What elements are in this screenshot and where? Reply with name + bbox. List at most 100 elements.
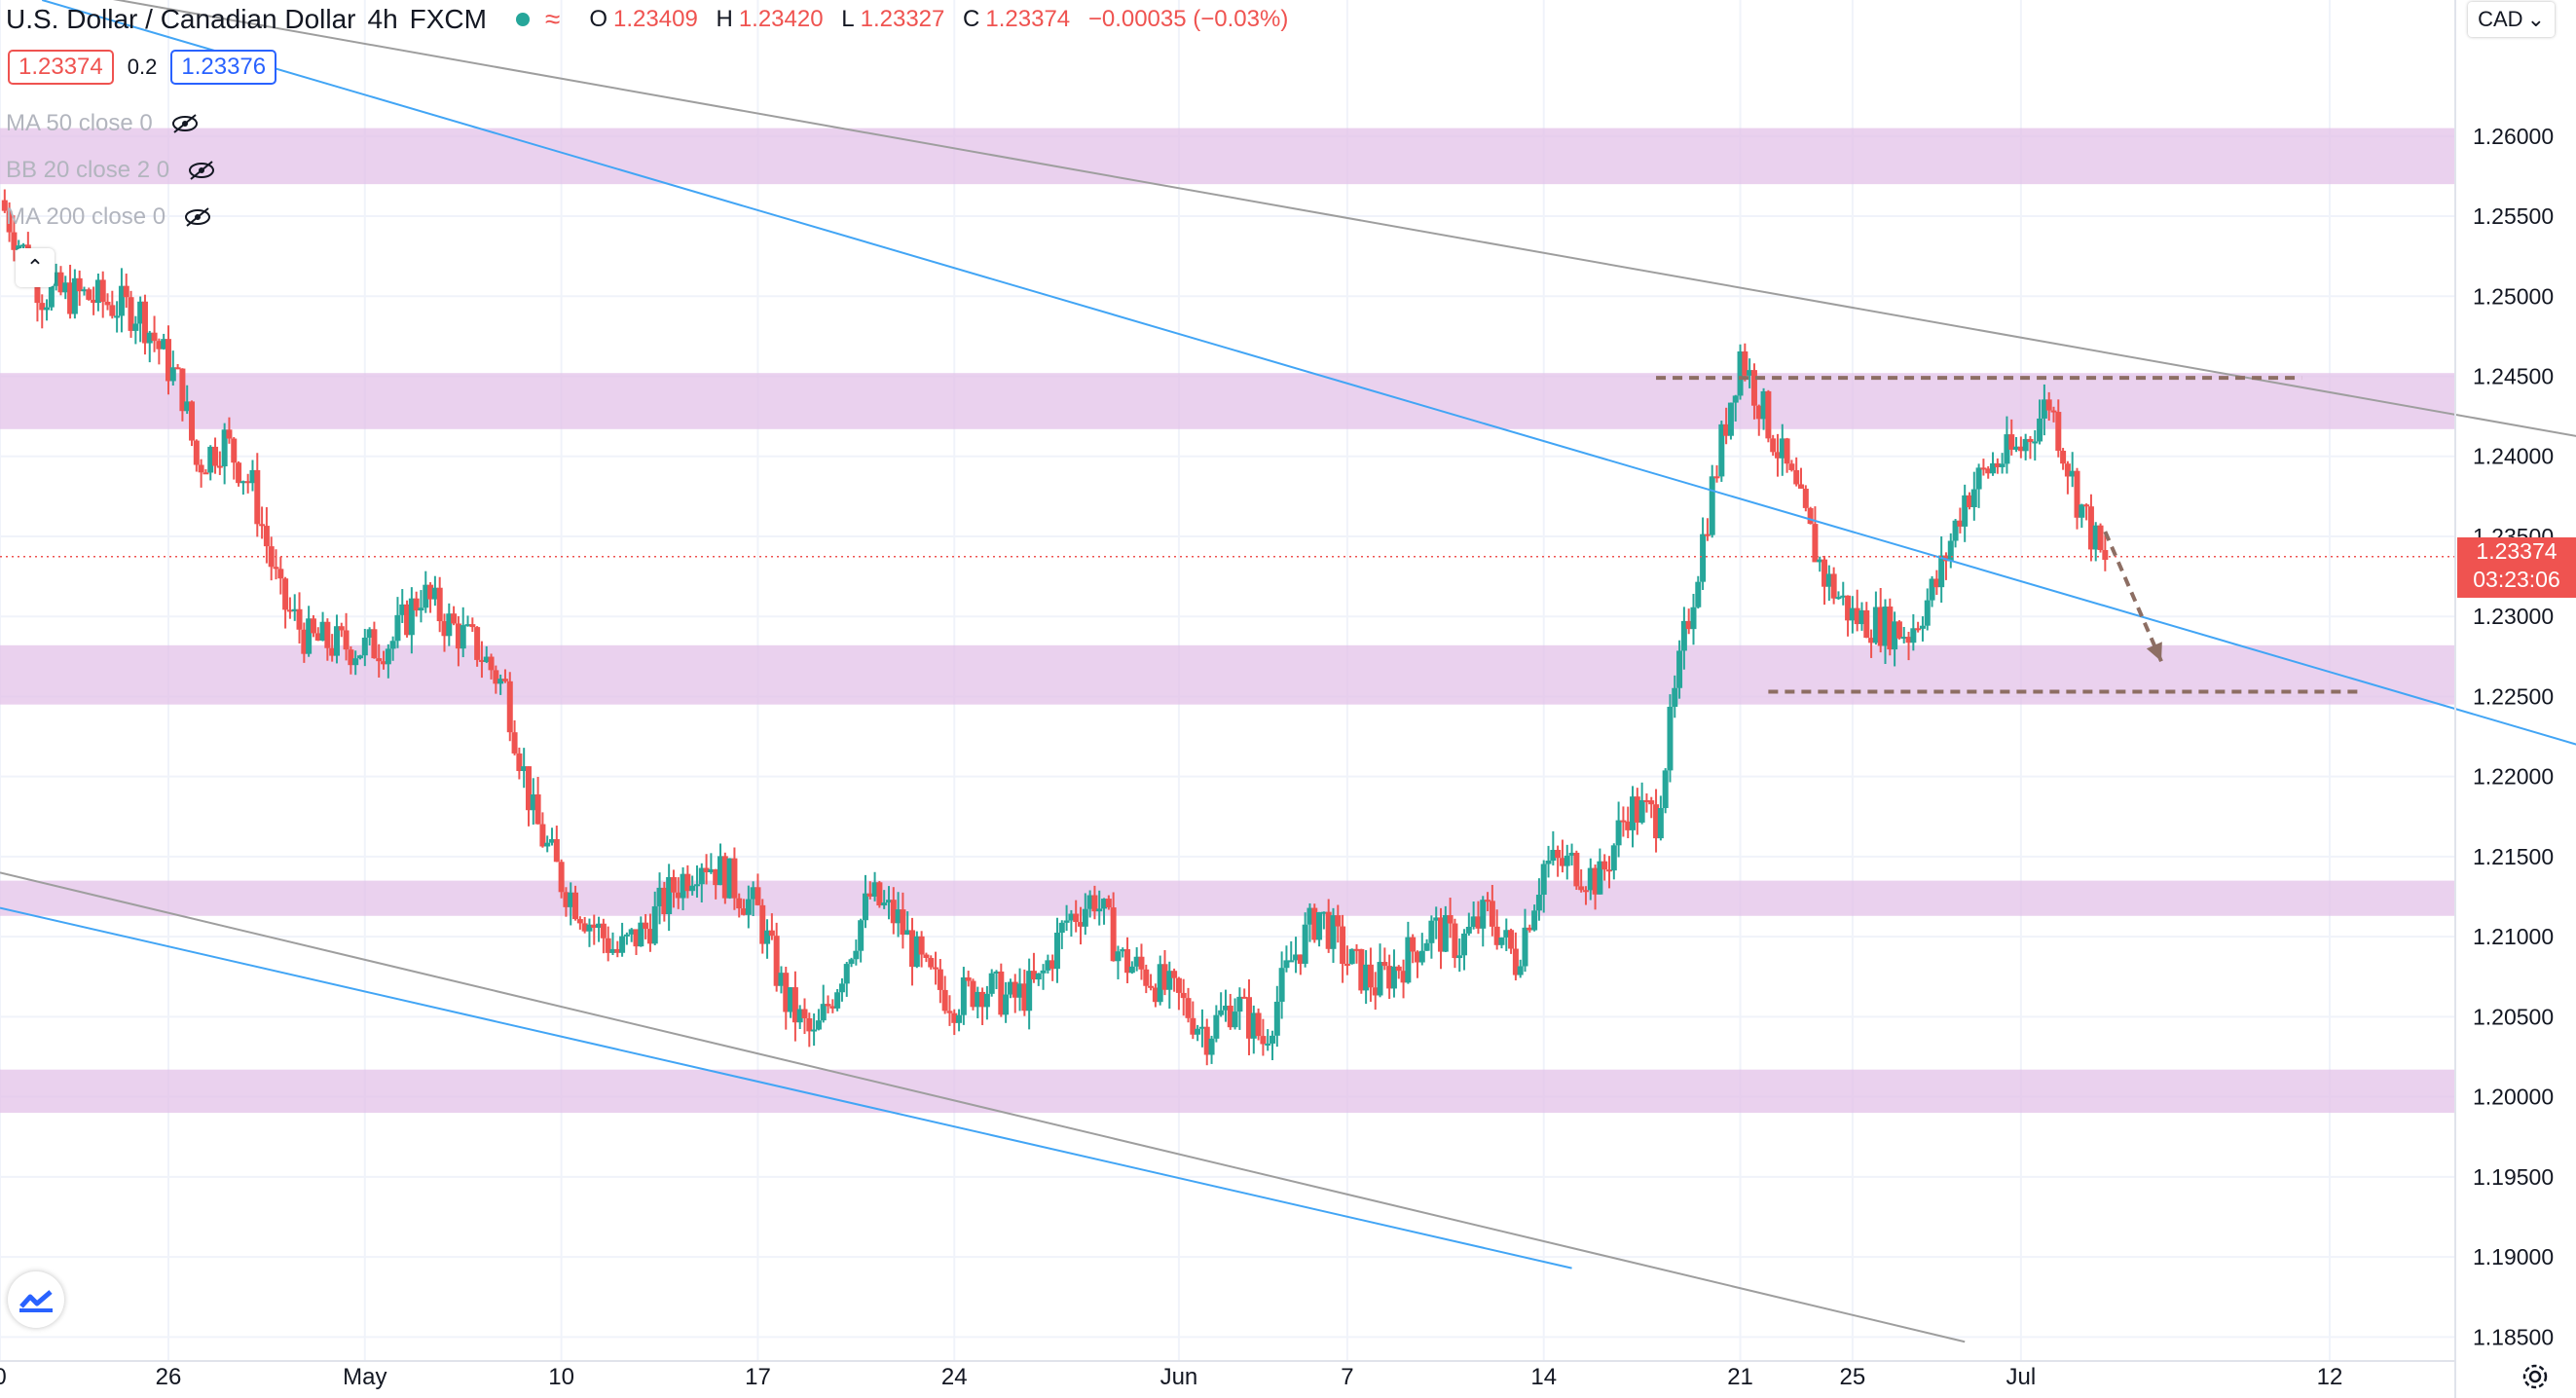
y-tick-label: 1.19000 — [2473, 1244, 2554, 1269]
candle-body — [1190, 1017, 1196, 1035]
candle-body — [1115, 951, 1122, 962]
gear-icon[interactable] — [2518, 1359, 2553, 1394]
candle-body — [506, 681, 513, 733]
candle-body — [249, 469, 256, 484]
candle-body — [1105, 899, 1112, 908]
candle-body — [2013, 446, 2020, 450]
buy-button[interactable]: 1.23376 — [170, 50, 277, 85]
candle-body — [1662, 770, 1669, 809]
candle-body — [389, 641, 396, 649]
candle-body — [427, 584, 434, 600]
candle-body — [1222, 1005, 1229, 1011]
candle-body — [455, 623, 461, 649]
candle-body — [2008, 434, 2015, 450]
trend-line — [0, 906, 1572, 1269]
candle-body — [2092, 525, 2099, 550]
candle-body — [890, 900, 897, 924]
candle-body — [1148, 985, 1155, 988]
candle-body — [1723, 423, 1730, 436]
candle-body — [791, 987, 798, 1023]
currency-selector[interactable]: CAD ⌄ — [2468, 2, 2555, 37]
candle-body — [1835, 597, 1842, 600]
candle-body — [1250, 1012, 1257, 1039]
candle-body — [81, 289, 88, 292]
candle-body — [2102, 550, 2109, 561]
candle-body — [1568, 852, 1575, 856]
indicator-bb20[interactable]: BB 20 close 2 0 — [6, 157, 216, 184]
candle-body — [718, 856, 724, 886]
candle-body — [71, 277, 78, 314]
candle-body — [2064, 463, 2071, 477]
candle-body — [184, 401, 191, 412]
candle-body — [670, 876, 677, 893]
candle-body — [928, 957, 935, 968]
candle-body — [1962, 495, 1969, 527]
candle-body — [1063, 920, 1070, 923]
candle-body — [118, 285, 125, 316]
candle-body — [1802, 488, 1809, 508]
candle-body — [1405, 937, 1412, 983]
candle-body — [965, 976, 972, 981]
candle-body — [1152, 987, 1159, 1003]
candle-body — [244, 481, 251, 484]
candle-body — [76, 277, 83, 292]
quote-panel: 1.23374 0.2 1.23376 — [8, 50, 277, 85]
candle-body — [62, 282, 69, 293]
candle-body — [759, 904, 766, 944]
candle-body — [263, 526, 270, 547]
candle-body — [44, 307, 51, 311]
candle-body — [1540, 864, 1547, 896]
candle-body — [385, 648, 391, 665]
candle-body — [619, 936, 626, 953]
eye-off-icon[interactable] — [187, 160, 216, 181]
candle-body — [698, 867, 705, 885]
indicator-ma200[interactable]: MA 200 close 0 — [6, 203, 212, 231]
candle-body — [614, 948, 621, 953]
candle-body — [371, 629, 378, 659]
candle-body — [1293, 954, 1300, 961]
candle-body — [881, 902, 888, 906]
candle-body — [1330, 915, 1337, 949]
candle-body — [1381, 962, 1388, 967]
indicator-ma50[interactable]: MA 50 close 0 — [6, 110, 200, 137]
interval-label[interactable]: 4h — [367, 4, 398, 34]
chevron-up-icon[interactable]: ⌃ — [16, 248, 55, 287]
price-axis: 1.260001.255001.250001.245001.240001.235… — [2454, 0, 2554, 1398]
candlestick-series — [1, 189, 2109, 1066]
candle-body — [960, 976, 967, 1015]
candle-body — [993, 971, 1000, 974]
eye-off-icon[interactable] — [183, 206, 212, 228]
candle-body — [1489, 901, 1495, 927]
symbol-name[interactable]: U.S. Dollar / Canadian Dollar — [6, 4, 356, 34]
eye-off-icon[interactable] — [170, 113, 200, 134]
candle-body — [783, 973, 790, 1012]
candle-body — [721, 856, 728, 899]
candle-body — [1171, 971, 1178, 978]
y-tick-label: 1.20500 — [2473, 1004, 2554, 1029]
candle-body — [778, 973, 785, 986]
candle-body — [436, 587, 443, 622]
candle-body — [913, 936, 920, 968]
candle-body — [576, 919, 583, 924]
candle-body — [1657, 808, 1664, 839]
compare-icon[interactable]: ≈ — [544, 4, 561, 34]
candle-body — [596, 923, 603, 929]
candle-body — [1812, 524, 1819, 563]
candle-body — [1465, 926, 1472, 934]
x-tick-label: May — [343, 1364, 386, 1390]
candle-body — [1335, 915, 1342, 927]
candle-body — [1124, 949, 1131, 974]
candle-body — [1601, 861, 1608, 870]
candle-body — [1026, 971, 1033, 1012]
sell-button[interactable]: 1.23374 — [8, 50, 114, 85]
candle-body — [1208, 1038, 1215, 1055]
tradingview-logo-icon[interactable] — [8, 1271, 64, 1328]
candle-body — [418, 607, 424, 611]
y-tick-label: 1.25500 — [2473, 203, 2554, 229]
indicator-label: BB 20 close 2 0 — [6, 157, 170, 183]
candle-body — [1227, 1005, 1233, 1028]
candle-body — [1545, 861, 1552, 865]
candle-body — [820, 1004, 827, 1021]
candle-body — [352, 658, 359, 666]
